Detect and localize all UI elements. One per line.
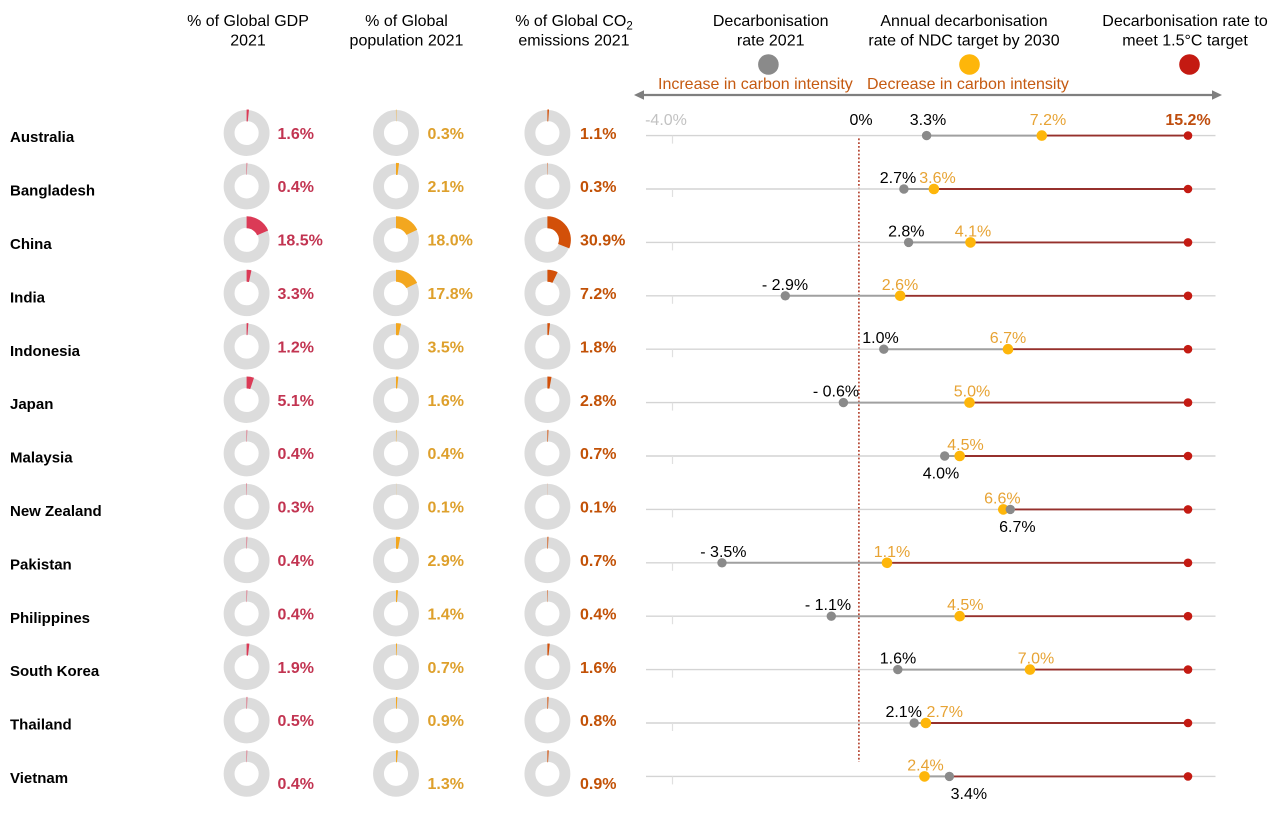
svg-text:0.3%: 0.3% — [580, 179, 616, 196]
svg-text:6.7%: 6.7% — [999, 519, 1035, 536]
svg-text:0.7%: 0.7% — [580, 553, 616, 570]
svg-text:0.7%: 0.7% — [428, 660, 464, 677]
svg-text:0.8%: 0.8% — [580, 713, 616, 730]
svg-text:- 0.6%: - 0.6% — [813, 384, 859, 401]
svg-text:Thailand: Thailand — [10, 717, 72, 734]
svg-text:rate 2021: rate 2021 — [737, 33, 805, 50]
svg-text:2.9%: 2.9% — [428, 553, 464, 570]
svg-text:New Zealand: New Zealand — [10, 503, 102, 520]
svg-text:1.8%: 1.8% — [580, 339, 616, 356]
svg-text:1.6%: 1.6% — [580, 660, 616, 677]
svg-text:3.5%: 3.5% — [428, 339, 464, 356]
svg-text:1.3%: 1.3% — [428, 776, 464, 793]
svg-text:0.9%: 0.9% — [428, 713, 464, 730]
svg-text:1.6%: 1.6% — [278, 126, 314, 143]
svg-text:5.0%: 5.0% — [954, 384, 990, 401]
svg-text:0.4%: 0.4% — [278, 606, 314, 623]
svg-text:Increase in carbon intensity: Increase in carbon intensity — [658, 76, 853, 93]
svg-text:Pakistan: Pakistan — [10, 556, 72, 573]
svg-text:Decrease in carbon intensity: Decrease in carbon intensity — [867, 76, 1069, 93]
svg-text:- 2.9%: - 2.9% — [762, 277, 808, 294]
svg-text:4.5%: 4.5% — [947, 597, 983, 614]
svg-text:China: China — [10, 236, 52, 253]
svg-text:% of Global GDP: % of Global GDP — [187, 13, 309, 30]
svg-text:4.1%: 4.1% — [955, 223, 991, 240]
svg-text:2.7%: 2.7% — [880, 170, 916, 187]
svg-text:0.4%: 0.4% — [278, 446, 314, 463]
svg-text:% of Global CO2: % of Global CO2 — [515, 13, 633, 33]
svg-text:30.9%: 30.9% — [580, 233, 625, 250]
svg-text:1.6%: 1.6% — [880, 651, 916, 668]
svg-text:2.6%: 2.6% — [882, 277, 918, 294]
svg-text:2.7%: 2.7% — [926, 704, 962, 721]
svg-text:1.9%: 1.9% — [278, 660, 314, 677]
svg-text:Australia: Australia — [10, 129, 75, 146]
svg-text:4.0%: 4.0% — [923, 466, 959, 483]
svg-text:4.5%: 4.5% — [947, 437, 983, 454]
svg-text:Annual decarbonisation: Annual decarbonisation — [880, 13, 1047, 30]
svg-text:0.3%: 0.3% — [428, 126, 464, 143]
svg-text:- 1.1%: - 1.1% — [805, 597, 851, 614]
svg-text:0.1%: 0.1% — [428, 500, 464, 517]
svg-text:Vietnam: Vietnam — [10, 770, 68, 787]
svg-text:3.6%: 3.6% — [919, 170, 955, 187]
svg-text:3.3%: 3.3% — [910, 112, 946, 129]
svg-text:0.4%: 0.4% — [278, 179, 314, 196]
svg-text:1.4%: 1.4% — [428, 606, 464, 623]
svg-text:2021: 2021 — [230, 33, 266, 50]
svg-text:0.4%: 0.4% — [278, 553, 314, 570]
svg-text:Japan: Japan — [10, 396, 53, 413]
svg-text:1.0%: 1.0% — [862, 330, 898, 347]
svg-text:rate of NDC target by 2030: rate of NDC target by 2030 — [868, 33, 1059, 50]
svg-text:2.4%: 2.4% — [907, 757, 943, 774]
svg-text:18.0%: 18.0% — [428, 233, 473, 250]
svg-text:2.8%: 2.8% — [888, 223, 924, 240]
svg-text:5.1%: 5.1% — [278, 393, 314, 410]
svg-text:2.1%: 2.1% — [885, 704, 921, 721]
svg-text:3.3%: 3.3% — [278, 286, 314, 303]
svg-text:Bangladesh: Bangladesh — [10, 183, 95, 200]
svg-text:0.5%: 0.5% — [278, 713, 314, 730]
svg-text:0.9%: 0.9% — [580, 776, 616, 793]
svg-text:Indonesia: Indonesia — [10, 343, 81, 360]
svg-text:3.4%: 3.4% — [951, 786, 987, 803]
svg-text:emissions 2021: emissions 2021 — [518, 33, 629, 50]
svg-text:2.8%: 2.8% — [580, 393, 616, 410]
svg-text:- 3.5%: - 3.5% — [700, 544, 746, 561]
svg-text:15.2%: 15.2% — [1165, 112, 1210, 129]
svg-text:7.0%: 7.0% — [1018, 651, 1054, 668]
svg-text:population 2021: population 2021 — [350, 33, 464, 50]
svg-text:South Korea: South Korea — [10, 663, 100, 680]
svg-text:0.1%: 0.1% — [580, 500, 616, 517]
svg-text:0.3%: 0.3% — [278, 500, 314, 517]
svg-text:% of Global: % of Global — [365, 13, 448, 30]
svg-text:0.7%: 0.7% — [580, 446, 616, 463]
svg-text:17.8%: 17.8% — [428, 286, 473, 303]
svg-text:6.7%: 6.7% — [990, 330, 1026, 347]
svg-text:Decarbonisation rate to: Decarbonisation rate to — [1102, 13, 1268, 30]
svg-text:-4.0%: -4.0% — [645, 112, 687, 129]
svg-text:Malaysia: Malaysia — [10, 450, 73, 467]
svg-text:0.4%: 0.4% — [278, 776, 314, 793]
svg-text:meet 1.5°C target: meet 1.5°C target — [1122, 33, 1248, 50]
svg-text:7.2%: 7.2% — [1030, 112, 1066, 129]
svg-text:0.4%: 0.4% — [428, 446, 464, 463]
svg-text:1.6%: 1.6% — [428, 393, 464, 410]
svg-text:1.1%: 1.1% — [580, 126, 616, 143]
svg-text:0%: 0% — [849, 112, 872, 129]
svg-text:2.1%: 2.1% — [428, 179, 464, 196]
svg-text:India: India — [10, 289, 46, 306]
svg-text:6.6%: 6.6% — [984, 490, 1020, 507]
svg-text:Decarbonisation: Decarbonisation — [713, 13, 829, 30]
svg-text:7.2%: 7.2% — [580, 286, 616, 303]
svg-text:0.4%: 0.4% — [580, 606, 616, 623]
svg-text:1.2%: 1.2% — [278, 339, 314, 356]
svg-text:Philippines: Philippines — [10, 610, 90, 627]
svg-text:1.1%: 1.1% — [874, 544, 910, 561]
svg-text:18.5%: 18.5% — [278, 233, 323, 250]
